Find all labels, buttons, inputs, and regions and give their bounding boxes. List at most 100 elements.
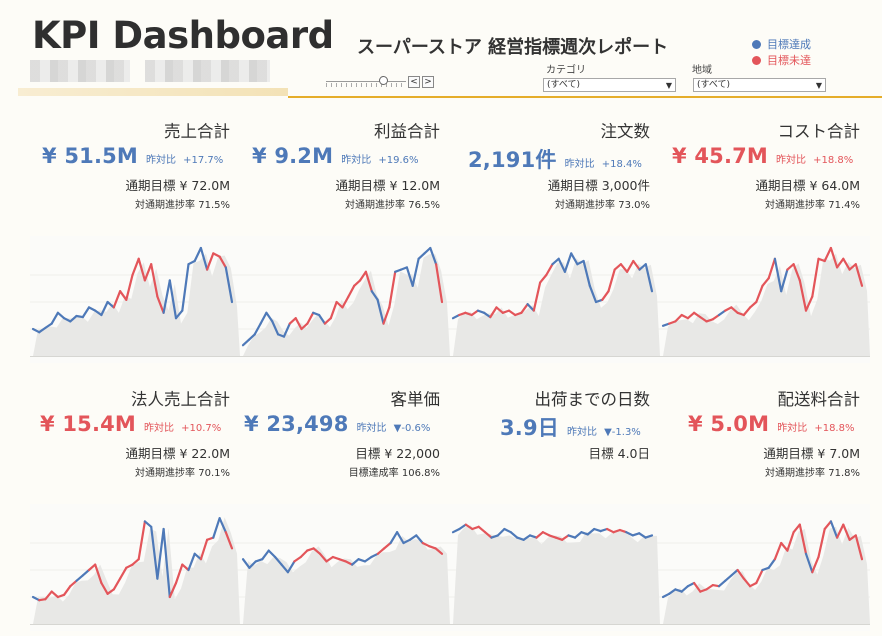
- sparkline-segment: [551, 257, 560, 266]
- sparkline-area: [33, 517, 240, 624]
- sparkline-segment: [162, 527, 171, 599]
- sparkline-segment: [415, 534, 424, 545]
- sparkline-segment: [535, 531, 545, 539]
- legend-item-met[interactable]: 目標達成: [752, 36, 811, 52]
- sparkline-segment: [632, 259, 641, 271]
- sparkline-segment: [417, 252, 426, 260]
- sparkline-segment: [338, 558, 347, 563]
- kpi-value-row: ¥ 51.5M 昨対比 +17.7%: [42, 144, 230, 174]
- kpi-yoy-label: 昨対比: [146, 155, 177, 166]
- sparkline-segment: [573, 531, 583, 539]
- kpi-progress: 対通期進捗率 71.5%: [135, 200, 230, 211]
- sparkline-segment: [606, 527, 615, 534]
- kpi-title: コスト合計: [777, 122, 861, 141]
- sparkline-segment: [477, 525, 487, 534]
- sparkline-segment: [150, 263, 159, 298]
- kpi-card-cost[interactable]: コスト合計 ¥ 45.7M 昨対比 +18.8% 通期目標 ¥ 64.0M 対通期…: [660, 118, 870, 368]
- kpi-target: 通期目標 3,000件: [547, 178, 650, 193]
- sparkline-segment: [125, 563, 134, 569]
- sparkline-segment: [503, 527, 512, 534]
- sparkline-segment: [218, 255, 227, 269]
- kpi-yoy-value: +10.7%: [181, 423, 222, 434]
- kpi-yoy-value: ▼-1.3%: [604, 427, 641, 438]
- kpi-card-orders[interactable]: 注文数 2,191件 昨対比 +18.4% 通期目標 3,000件 対通期進捗率 …: [450, 118, 660, 368]
- kpi-card-sales[interactable]: 売上合計 ¥ 51.5M 昨対比 +17.7% 通期目標 ¥ 72.0M 対通期進…: [30, 118, 240, 368]
- sparkline-segment: [50, 311, 59, 325]
- sparkline-segment: [261, 549, 270, 561]
- sparkline-segment: [599, 527, 609, 533]
- kpi-card-avg-order-value[interactable]: 客単価 ¥ 23,498 昨対比 ▼-0.6% 目標 ¥ 22,000 目標達成率…: [240, 386, 450, 636]
- sparkline-segment: [31, 327, 41, 334]
- sparkline-segment: [370, 290, 379, 301]
- sparkline-segment: [329, 300, 338, 320]
- category-filter-select[interactable]: (すべて) ▼: [543, 78, 676, 92]
- sparkline-segment: [137, 257, 147, 282]
- sparkline-segment: [143, 263, 153, 282]
- sparkline-segment: [854, 263, 864, 287]
- sparkline-segment: [554, 536, 564, 541]
- kpi-title: 注文数: [600, 122, 651, 141]
- sparkline-segment: [241, 558, 251, 569]
- sparkline-segment: [811, 555, 820, 574]
- sparkline-segment: [421, 541, 431, 548]
- sparkline-segment: [582, 259, 591, 287]
- sparkline-segment: [567, 534, 577, 539]
- sparkline-segment: [798, 279, 808, 312]
- date-slider[interactable]: [326, 74, 406, 88]
- sparkline-segment: [680, 313, 689, 320]
- region-filter-label: 地域: [692, 65, 712, 76]
- sparkline-segment: [112, 290, 122, 309]
- sparkline-segment: [224, 266, 234, 304]
- sparkline-segment: [594, 298, 604, 304]
- legend-dot-unmet: [752, 55, 761, 65]
- kpi-title: 客単価: [390, 390, 441, 409]
- kpi-progress: 目標達成率 106.8%: [348, 468, 440, 479]
- kpi-yoy-label: 昨対比: [144, 423, 175, 434]
- sparkline-segment: [612, 528, 621, 534]
- region-filter-select[interactable]: (すべて) ▼: [693, 78, 826, 92]
- kpi-target: 目標 4.0日: [588, 446, 650, 461]
- sparkline-segment: [69, 314, 78, 323]
- sparkline-segment: [490, 534, 500, 539]
- sparkline-segment: [520, 303, 529, 314]
- sparkline-segment: [780, 541, 789, 552]
- sparkline-segment: [829, 520, 839, 539]
- sparkline-segment: [181, 563, 190, 572]
- kpi-value-row: ¥ 45.7M 昨対比 +18.8%: [672, 144, 860, 174]
- sparkline-segment: [644, 263, 654, 293]
- sparkline-segment: [56, 311, 66, 320]
- sparkline-segment: [306, 547, 315, 552]
- sparkline-segment: [842, 523, 851, 541]
- sparkline-segment: [181, 263, 190, 312]
- prev-button[interactable]: <: [408, 76, 420, 88]
- sparkline-segment: [538, 273, 548, 284]
- sparkline-area: [453, 258, 660, 356]
- sparkline-segment: [792, 263, 801, 282]
- slider-thumb[interactable]: [379, 76, 388, 85]
- sparkline-segment: [625, 531, 634, 537]
- legend-item-unmet[interactable]: 目標未達: [752, 52, 811, 68]
- sparkline-segment: [668, 588, 677, 595]
- sparkline-segment: [364, 270, 373, 293]
- kpi-card-shipping-cost[interactable]: 配送料合計 ¥ 5.0M 昨対比 +18.8% 通期目標 ¥ 7.0M 対通期進捗…: [660, 386, 870, 636]
- sparkline-chart: [30, 236, 240, 363]
- sparkline-segment: [674, 313, 683, 323]
- next-button[interactable]: >: [422, 76, 434, 88]
- kpi-value: 2,191件: [468, 148, 557, 172]
- kpi-card-days-to-ship[interactable]: 出荷までの日数 3.9日 昨対比 ▼-1.3% 目標 4.0日: [450, 386, 660, 636]
- sparkline-segment: [736, 568, 745, 580]
- kpi-card-profit[interactable]: 利益合計 ¥ 9.2M 昨対比 +19.6% 通期目標 ¥ 12.0M 対通期進捗…: [240, 118, 450, 368]
- kpi-card-corporate-sales[interactable]: 法人売上合計 ¥ 15.4M 昨対比 +10.7% 通期目標 ¥ 22.0M 対通…: [30, 386, 240, 636]
- sparkline-segment: [848, 263, 857, 271]
- sparkline-segment: [742, 577, 752, 588]
- sparkline-chart: [30, 504, 240, 631]
- kpi-target: 通期目標 ¥ 64.0M: [755, 178, 860, 193]
- kpi-value: ¥ 45.7M: [672, 144, 769, 168]
- sparkline-segment: [545, 263, 554, 277]
- kpi-value: ¥ 51.5M: [42, 144, 139, 168]
- sparkline-segment: [118, 290, 128, 301]
- kpi-progress: 対通期進捗率 71.8%: [765, 468, 860, 479]
- sparkline-segment: [288, 317, 297, 325]
- sparkline-segment: [580, 531, 589, 536]
- kpi-yoy-label: 昨対比: [356, 423, 387, 434]
